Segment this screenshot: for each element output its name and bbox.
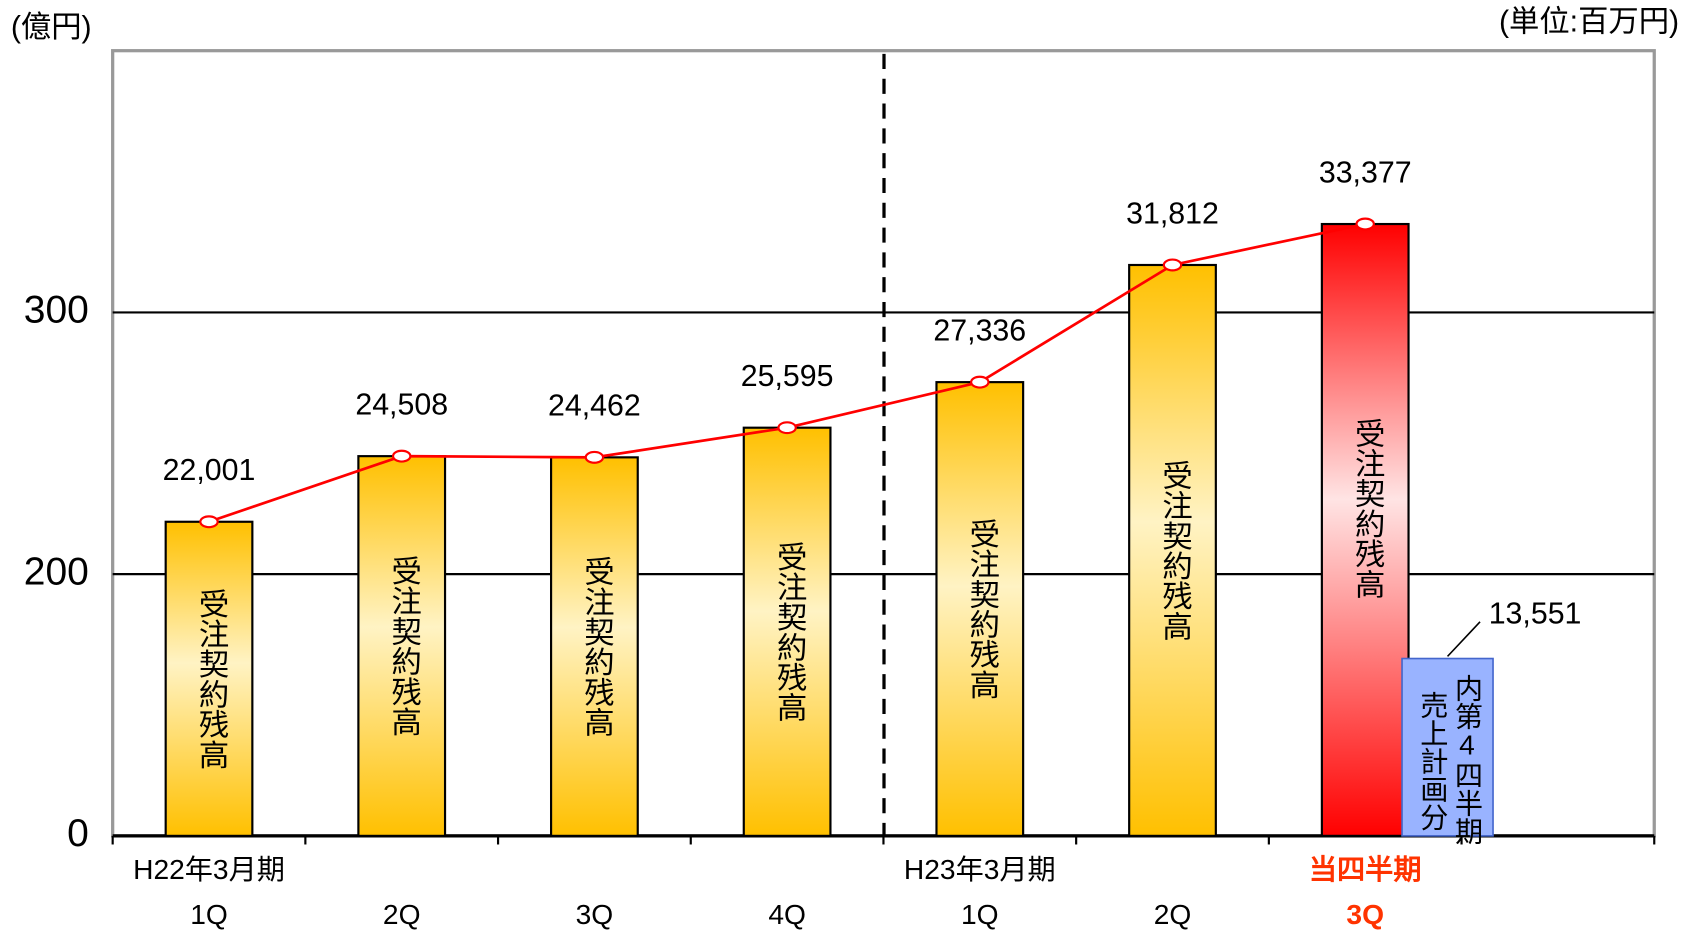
x-tick-label: 3Q — [576, 899, 614, 930]
x-tick-label: 2Q — [1154, 899, 1192, 930]
value-label: 24,462 — [548, 390, 641, 423]
bar-series-label: 受注契約残高 — [579, 556, 614, 738]
bar-series-label: 受注契約残高 — [772, 541, 807, 723]
line-marker — [391, 449, 412, 463]
category-group-label: H23年3月期 — [904, 854, 1056, 885]
value-label: 31,812 — [1126, 197, 1219, 230]
line-marker — [1355, 217, 1375, 231]
value-label: 13,551 — [1489, 597, 1582, 630]
bar — [357, 455, 447, 837]
bar — [549, 456, 639, 837]
category-group-label: 当四半期 — [1309, 854, 1422, 885]
leader-line — [1446, 621, 1481, 657]
bar — [1320, 222, 1410, 837]
unit-note: (単位:百万円) — [1499, 5, 1679, 39]
bar-series-label: 内第4四半期 — [1451, 673, 1482, 844]
value-label: 27,336 — [933, 315, 1026, 348]
bar-series-label: 受注契約残高 — [194, 588, 229, 770]
line-marker — [777, 421, 797, 435]
category-group-label: H22年3月期 — [133, 854, 285, 885]
bar — [1128, 263, 1217, 837]
y-tick-label: 300 — [24, 289, 89, 332]
y-tick-label: 200 — [24, 550, 89, 593]
y-tick-label: 0 — [67, 812, 89, 855]
bar-series-label: 受注契約残高 — [1350, 417, 1385, 599]
x-tick-label: 4Q — [768, 899, 806, 930]
line-marker — [1162, 258, 1183, 272]
y-axis-label: (億円) — [11, 10, 92, 44]
value-label: 24,508 — [355, 389, 448, 422]
bar-series-label: 受注契約残高 — [1157, 459, 1192, 641]
line-marker — [584, 450, 605, 464]
bar — [742, 426, 832, 837]
line-marker — [970, 375, 990, 389]
value-label: 25,595 — [741, 360, 834, 393]
line-marker — [199, 515, 219, 529]
bar-series-label: 受注契約残高 — [387, 555, 422, 737]
bar — [1401, 657, 1494, 837]
x-tick-label: 2Q — [383, 899, 421, 930]
x-tick-label: 1Q — [961, 899, 999, 930]
bar-series-label: 受注契約残高 — [965, 518, 1000, 700]
bar — [935, 381, 1025, 837]
x-tick-label: 1Q — [190, 899, 228, 930]
bar — [164, 520, 254, 837]
value-label: 33,377 — [1319, 156, 1412, 189]
value-label: 22,001 — [163, 454, 256, 487]
x-tick-label: 3Q — [1346, 899, 1384, 930]
bar-series-label: 売上計画分 — [1417, 691, 1448, 831]
